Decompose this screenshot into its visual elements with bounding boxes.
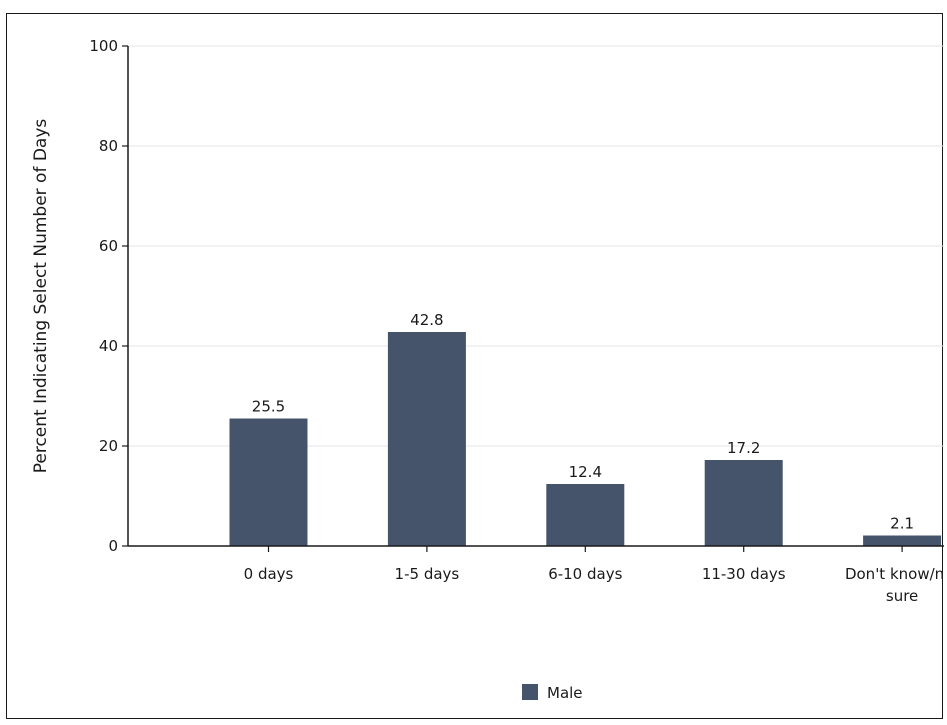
y-tick-label: 40 bbox=[99, 337, 118, 355]
y-tick-label: 80 bbox=[99, 137, 118, 155]
y-axis-title: Percent Indicating Select Number of Days bbox=[31, 119, 51, 474]
chart-frame: 25.5 42.8 12.4 17.2 2.1 0 20 40 60 80 100 0 days 1… bbox=[6, 13, 947, 719]
x-tick-label: 6-10 days bbox=[548, 565, 622, 583]
y-tick-label: 0 bbox=[108, 537, 118, 555]
y-axis-ticks: 0 20 40 60 80 100 bbox=[89, 37, 128, 555]
x-tick-label: Don't know/not bbox=[845, 565, 944, 583]
gridlines bbox=[128, 45, 944, 447]
x-axis-ticks: 0 days 1-5 days 6-10 days 11-30 days Don't k… bbox=[244, 546, 947, 605]
legend: Male bbox=[522, 684, 583, 702]
data-label: 25.5 bbox=[252, 398, 285, 416]
bar bbox=[546, 484, 625, 546]
bar bbox=[387, 332, 466, 546]
y-tick-label: 100 bbox=[89, 37, 118, 55]
data-label: 12.4 bbox=[569, 463, 602, 481]
bar bbox=[229, 418, 308, 546]
x-tick-label: 11-30 days bbox=[702, 565, 786, 583]
bar bbox=[863, 535, 942, 546]
bar bbox=[704, 460, 783, 546]
bar-chart: 25.5 42.8 12.4 17.2 2.1 0 20 40 60 80 100 0 days 1… bbox=[31, 37, 947, 702]
axes bbox=[127, 46, 944, 547]
data-label: 2.1 bbox=[890, 515, 914, 533]
y-tick-label: 60 bbox=[99, 237, 118, 255]
x-tick-label: sure bbox=[886, 587, 918, 605]
x-tick-label: 0 days bbox=[244, 565, 294, 583]
bars bbox=[229, 332, 942, 546]
legend-swatch-male bbox=[522, 684, 538, 700]
data-label: 42.8 bbox=[410, 311, 443, 329]
x-tick-label: 1-5 days bbox=[395, 565, 460, 583]
data-labels: 25.5 42.8 12.4 17.2 2.1 bbox=[252, 311, 914, 533]
data-label: 17.2 bbox=[727, 439, 760, 457]
legend-label-male: Male bbox=[547, 684, 583, 702]
y-tick-label: 20 bbox=[99, 437, 118, 455]
